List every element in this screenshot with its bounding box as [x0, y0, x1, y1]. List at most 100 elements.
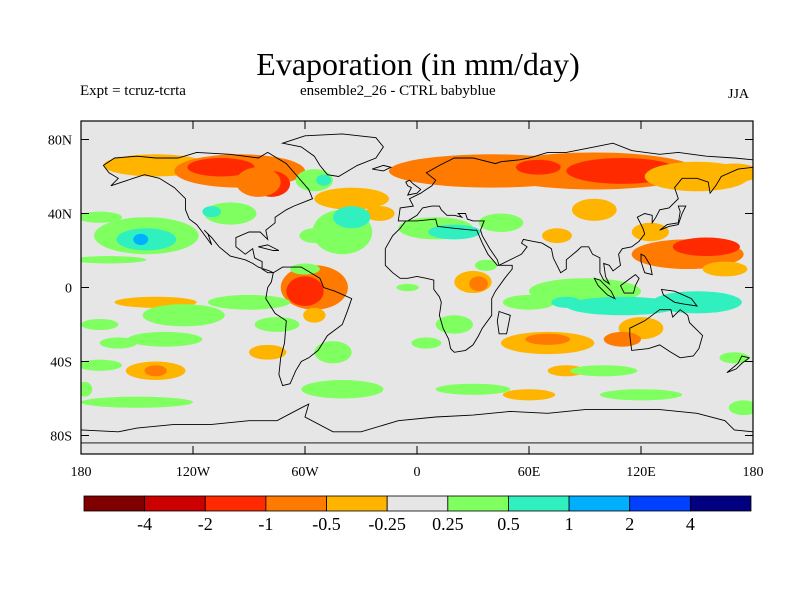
coastline [660, 288, 699, 307]
coastline-layer [81, 133, 753, 444]
anomaly-region [478, 213, 524, 232]
anomaly-region [631, 222, 669, 242]
x-tick-label: 180 [71, 465, 92, 480]
anomaly-region [502, 389, 556, 401]
colorbar-swatch [447, 495, 509, 512]
anomaly-region [551, 296, 582, 308]
colorbar-label: 1 [565, 514, 574, 534]
anomaly-region [603, 331, 641, 347]
colorbar-swatch [629, 495, 691, 512]
coastline [81, 403, 753, 444]
coastline [726, 355, 751, 374]
x-tick-label: 0 [414, 465, 421, 480]
x-tick-label: 120E [626, 465, 656, 480]
anomaly-region [719, 352, 750, 364]
coastline [265, 266, 353, 387]
anomaly-region [187, 158, 255, 177]
colorbar-label: -0.25 [368, 514, 406, 534]
anomaly-region [81, 256, 147, 264]
anomaly-region [314, 187, 389, 210]
anomaly-region [81, 318, 119, 331]
y-tick-label: 0 [65, 282, 72, 297]
anomaly-region [672, 237, 740, 257]
anomaly-region [254, 317, 300, 332]
anomaly-region [133, 233, 149, 245]
anomaly-region [702, 261, 748, 277]
colorbar-label: 2 [625, 514, 634, 534]
colorbar-swatch [265, 495, 327, 512]
coastline [372, 164, 393, 172]
chart-title: Evaporation (in mm/day) [256, 46, 580, 82]
coastline [640, 253, 653, 276]
anomaly-region [142, 304, 225, 327]
anomaly-region [235, 167, 281, 197]
colorbar-label: -1 [258, 514, 273, 534]
anomaly-region [301, 380, 384, 399]
anomaly-region [469, 276, 488, 292]
coastline [659, 205, 687, 231]
anomaly-region [299, 228, 330, 244]
anomaly-region [435, 383, 511, 395]
anomaly-region [303, 307, 326, 323]
anomaly-region [127, 331, 203, 347]
anomaly-region [81, 359, 123, 371]
colorbar-swatch [568, 495, 631, 512]
anomaly-region [396, 283, 419, 292]
anomaly-region [570, 365, 638, 377]
colorbar-swatch [508, 495, 570, 512]
anomaly-region [81, 211, 123, 223]
colorbar-label: -0.5 [312, 514, 341, 534]
y-tick-label: 80S [50, 430, 72, 445]
map-field-layer [81, 121, 753, 454]
x-tick-label: 180 [743, 465, 764, 480]
colorbar-swatch [204, 495, 267, 512]
experiment-label: Expt = tcruz-tcrta [80, 83, 186, 99]
coastline [496, 310, 511, 335]
colorbar-swatch [326, 495, 388, 512]
coastline [629, 309, 704, 359]
anomaly-region [316, 174, 332, 186]
anomaly-region [571, 198, 617, 221]
anomaly-region [333, 206, 371, 229]
anomaly-region [435, 315, 474, 334]
anomaly-region [286, 276, 324, 307]
axis-ticks: 180 120W 60W 0 60E 120E 180 80N 40N 0 40S 80S [48, 121, 764, 480]
anomaly-region [566, 296, 679, 316]
anomaly-region [542, 228, 572, 244]
coastline [258, 244, 280, 251]
anomaly-region [202, 206, 222, 218]
anomaly-region [207, 294, 291, 310]
y-tick-label: 80N [48, 134, 72, 149]
anomaly-region [428, 224, 481, 240]
anomaly-region [515, 159, 561, 175]
coastline [397, 142, 753, 286]
anomaly-region [599, 389, 683, 401]
colorbar-label: 4 [686, 514, 695, 534]
coastline [619, 274, 640, 294]
colorbar-label: 0.5 [497, 514, 520, 534]
anomaly-region [525, 333, 571, 345]
ensemble-label: ensemble2_26 - CTRL babyblue [300, 83, 496, 99]
coastline [593, 277, 616, 300]
anomaly-region [728, 400, 753, 416]
x-tick-label: 60W [291, 465, 319, 480]
colorbar-swatch [83, 495, 146, 512]
anomaly-region [652, 291, 742, 314]
y-tick-label: 40N [48, 208, 72, 223]
anomaly-region [314, 341, 352, 364]
anomaly-region [474, 259, 498, 271]
anomaly-region [411, 337, 442, 349]
anomaly-region [81, 396, 193, 408]
colorbar-swatch [386, 495, 449, 512]
colorbar: -4 -2 -1 -0.5 -0.25 0.25 0.5 1 2 4 [83, 495, 752, 534]
anomaly-region [81, 381, 93, 397]
colorbar-label: -2 [198, 514, 213, 534]
anomaly-region [144, 365, 167, 377]
x-tick-label: 120W [176, 465, 211, 480]
anomaly-region [364, 206, 395, 221]
coastline [405, 179, 422, 196]
anomaly-region [502, 294, 556, 310]
coastline [102, 151, 314, 274]
season-label: JJA [728, 87, 750, 102]
